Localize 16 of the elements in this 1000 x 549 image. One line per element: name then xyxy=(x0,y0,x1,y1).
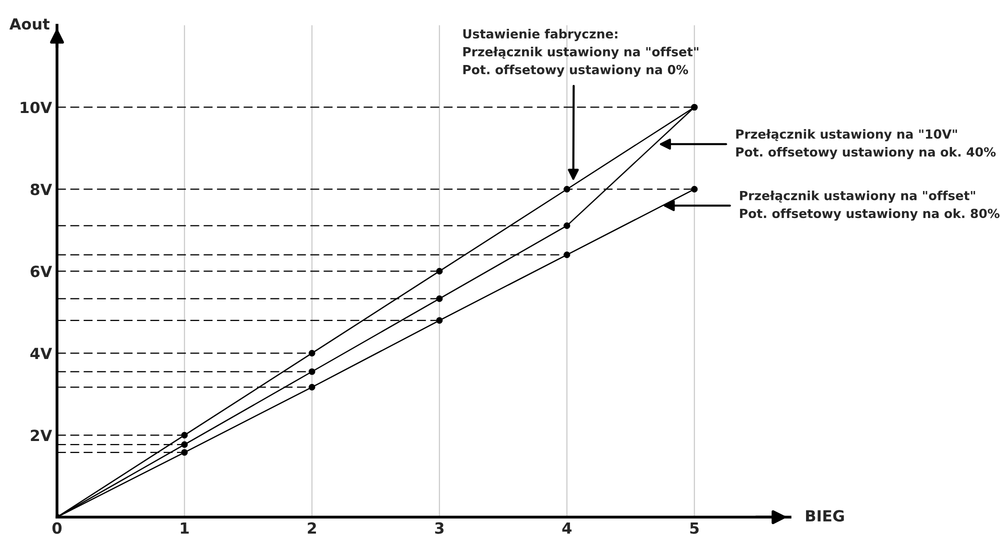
y-tick-label: 10V xyxy=(20,102,52,114)
annotation: Przełącznik ustawiony na "offset" Pot. offsetowy ustawiony na ok. 80% xyxy=(740,190,1000,221)
x-tick-label: 4 xyxy=(562,522,572,534)
annotation: Ustawienie fabryczne: Przełącznik ustawiony na "offset" Pot. offsetowy ustawiony na 0% xyxy=(463,28,698,77)
y-tick-label: 2V xyxy=(30,430,52,441)
x-axis-title: BIEG xyxy=(806,510,844,522)
y-tick-label: 6V xyxy=(30,266,52,278)
x-tick-label: 3 xyxy=(435,522,444,534)
y-tick-label: 8V xyxy=(30,184,52,196)
annotation: Przełącznik ustawiony na "10V" Pot. offsetowy ustawiony na ok. 40% xyxy=(736,129,996,160)
x-tick-label: 1 xyxy=(180,522,189,534)
x-tick-label: 2 xyxy=(308,522,316,534)
y-tick-label: 4V xyxy=(30,348,52,359)
y-axis-title: Aout xyxy=(9,18,50,30)
x-tick-label: 0 xyxy=(52,522,62,534)
x-tick-label: 5 xyxy=(690,522,699,534)
